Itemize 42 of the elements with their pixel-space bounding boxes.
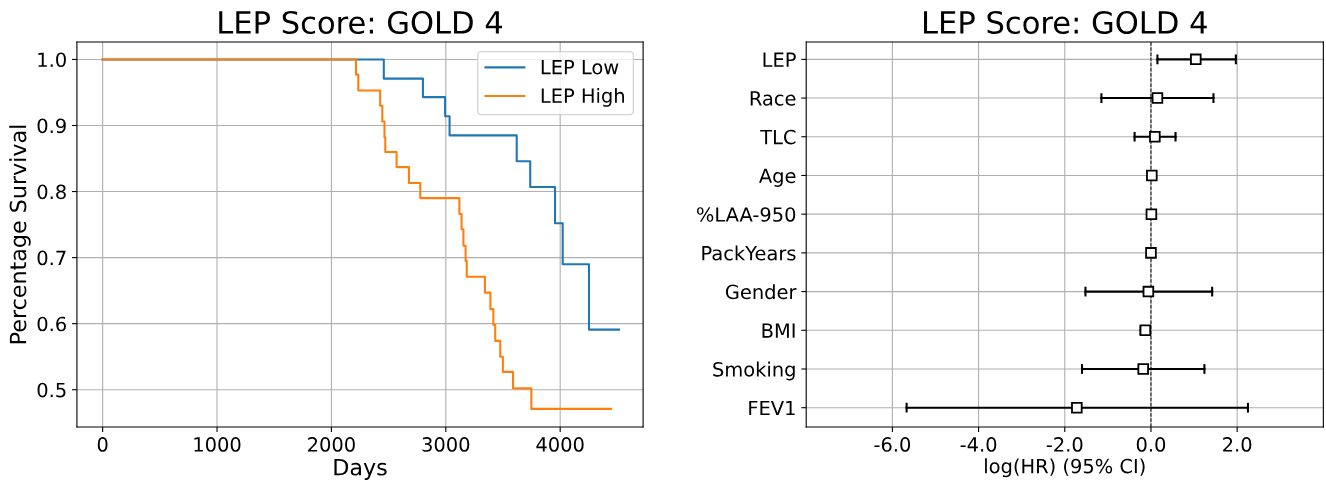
y-tick-label: Gender: [725, 284, 797, 300]
x-tick-label: 1000: [194, 437, 241, 452]
y-tick-label: 0.5: [37, 382, 66, 398]
point: [1145, 247, 1157, 259]
point: [1190, 53, 1202, 66]
y-tick-label: Smoking: [713, 361, 795, 381]
y-tick-label: %LAA-950: [696, 207, 796, 222]
y-tick-label: Age: [759, 168, 796, 187]
y-tick-label: 0.8: [37, 184, 66, 200]
x-axis-title: log(HR) (95% CI): [985, 458, 1145, 478]
y-tick-label: FEV1: [749, 400, 795, 416]
x-tick-label: -4.0: [960, 437, 997, 452]
y-tick-label: 0.9: [37, 118, 66, 134]
point: [1146, 169, 1158, 182]
x-axis-title: Days: [334, 459, 387, 480]
y-tick-label: PackYears: [702, 245, 796, 261]
x-tick-label: 2000: [308, 437, 355, 452]
x-tick-label: 4000: [536, 437, 584, 452]
x-tick-label: -6.0: [874, 437, 911, 452]
point: [1071, 401, 1083, 414]
point: [1151, 92, 1164, 104]
chart-title: LEP Score: GOLD 4: [924, 10, 1207, 35]
x-tick-label: 0.0: [1136, 437, 1166, 452]
legend-label: LEP High: [541, 87, 624, 107]
point: [1149, 130, 1161, 143]
x-tick-label: 2.0: [1223, 437, 1252, 452]
point: [1145, 208, 1158, 220]
y-tick-label: 1.0: [38, 52, 66, 68]
legend-label: LEP Low: [541, 60, 619, 75]
x-tick-label: -2.0: [1046, 437, 1083, 452]
y-axis-title: Percentage Survival: [9, 125, 31, 344]
y-tick-label: LEP: [763, 52, 796, 67]
x-tick-label: 0: [97, 437, 108, 452]
y-tick-label: 0.6: [37, 316, 66, 332]
point: [1142, 285, 1155, 298]
x-tick-label: 3000: [422, 437, 470, 452]
chart-title: LEP Score: GOLD 4: [219, 10, 503, 35]
y-tick-label: Race: [750, 91, 796, 106]
y-tick-label: 0.7: [37, 250, 66, 266]
y-tick-label: TLC: [760, 129, 796, 145]
point: [1137, 363, 1149, 375]
y-tick-label: BMI: [762, 323, 795, 338]
